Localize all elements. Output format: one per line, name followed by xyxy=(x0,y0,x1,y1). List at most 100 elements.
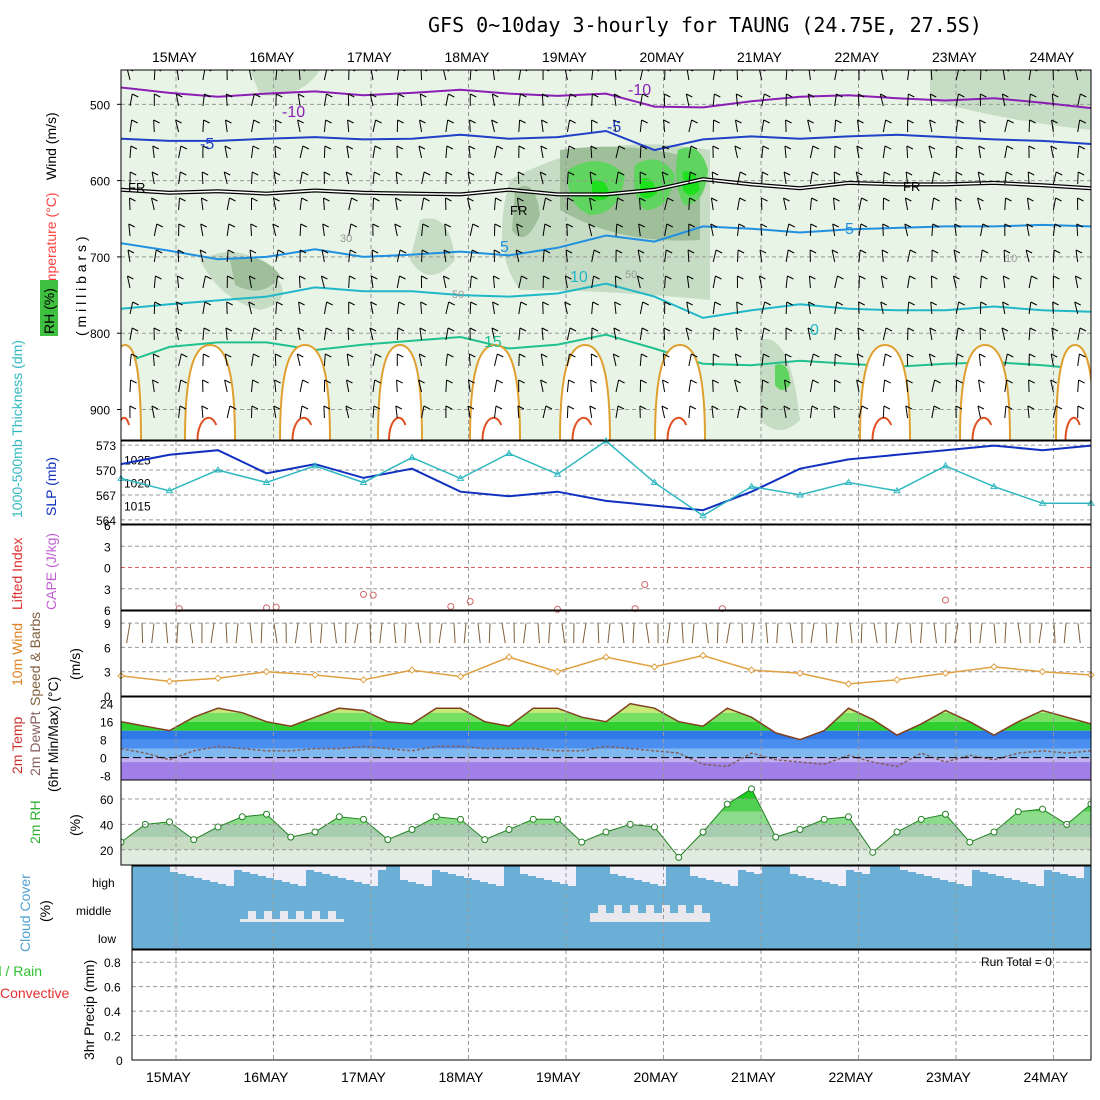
wind-barb xyxy=(1001,93,1009,107)
cloud-high-gap xyxy=(314,866,322,872)
cloud-high-gap xyxy=(322,866,330,874)
upper-air-ylabels: Wind (m/s) Temperature (°C) RH (%) ( m i… xyxy=(40,112,89,336)
wind-barb xyxy=(1004,197,1012,211)
cloud-high-gap xyxy=(186,866,194,876)
rh-legend-box xyxy=(40,280,58,336)
wind-barb xyxy=(907,93,915,107)
wind-barb xyxy=(421,171,431,185)
wind-barb xyxy=(491,93,499,107)
wind-barb xyxy=(759,249,767,263)
wind-barb xyxy=(639,145,648,159)
wind-barb-10m xyxy=(1017,623,1022,644)
wind-barb-10m xyxy=(488,623,491,644)
wind-barb xyxy=(978,379,985,393)
dewpt-line xyxy=(121,745,1091,768)
wind-barb-10m xyxy=(691,623,695,644)
wind-barb xyxy=(418,379,425,393)
wind-speed-point xyxy=(311,671,319,679)
wind-barb xyxy=(275,327,283,341)
wind-barb xyxy=(784,145,792,159)
date-label-bottom: 23MAY xyxy=(926,1069,972,1085)
wind-barb xyxy=(396,327,405,341)
wind-barb-10m xyxy=(607,623,611,644)
wind-barb xyxy=(540,379,547,393)
wind-barb xyxy=(589,171,597,185)
wind-barb xyxy=(761,405,769,419)
wind-barb-10m xyxy=(765,623,769,644)
label-m10-b: -10 xyxy=(282,104,305,121)
cloud-high-gap xyxy=(790,866,798,874)
wind-barb-10m xyxy=(825,623,828,644)
wind-barb xyxy=(299,223,308,237)
cloud-mid-gap xyxy=(304,919,312,922)
li-point xyxy=(369,591,377,599)
wind-barb-10m xyxy=(1053,623,1056,644)
wind-barb xyxy=(226,223,236,237)
date-label-bottom: 20MAY xyxy=(634,1069,680,1085)
wind-barb xyxy=(200,223,207,237)
isotherm-25-loop xyxy=(481,416,503,440)
wind-barb xyxy=(566,119,576,133)
wind-barb xyxy=(783,171,791,185)
rh-band xyxy=(121,849,1091,865)
wind-barb xyxy=(178,145,188,159)
wind-barb xyxy=(320,275,328,289)
wind-barb xyxy=(907,275,916,289)
li-tick: 3 xyxy=(104,583,111,597)
cloud-high-label: high xyxy=(92,876,115,890)
wind-barb xyxy=(905,405,913,419)
wind-barb xyxy=(346,353,354,367)
wind-barb-10m xyxy=(477,623,481,644)
pressure-tick: 900 xyxy=(90,403,110,417)
wind-barb xyxy=(978,145,986,159)
wind-barb xyxy=(178,379,187,393)
cloud-high-gap xyxy=(626,866,634,878)
thickness-point xyxy=(844,478,853,485)
thickness-point xyxy=(747,482,756,490)
wind-barb xyxy=(858,197,868,211)
wind-barb xyxy=(737,197,746,211)
wind-barb xyxy=(688,171,697,185)
wind-barb xyxy=(857,93,865,107)
wind-barb xyxy=(396,145,404,159)
label-rh-30: 30 xyxy=(340,233,352,245)
rh-point xyxy=(529,815,537,823)
cloud-high-gap xyxy=(290,866,298,884)
wind-barb xyxy=(784,353,792,367)
rh-point xyxy=(360,815,367,823)
cloud-high-gap xyxy=(798,866,806,876)
wind-barb xyxy=(225,327,233,341)
li-point xyxy=(447,602,455,610)
cloud-mid-gap xyxy=(590,913,598,922)
label-10: 10 xyxy=(570,269,588,286)
wind-barb xyxy=(542,301,549,315)
wind-barb xyxy=(348,249,357,263)
wind-barb xyxy=(251,327,261,341)
wind-barb xyxy=(882,145,892,159)
rh-label: RH (%) xyxy=(41,288,57,334)
label-5-a: 5 xyxy=(500,239,509,256)
wind-barb xyxy=(855,171,863,185)
wind-barb xyxy=(494,197,502,211)
wind-barb xyxy=(834,379,841,393)
wind-barb xyxy=(251,353,260,367)
cloud-high-gap xyxy=(218,866,226,884)
wind-barb xyxy=(299,171,309,185)
wind-barb xyxy=(1004,353,1014,367)
temp-tick: 8 xyxy=(100,734,107,748)
minmax-label: (6hr Min/Max) (°C) xyxy=(45,677,61,792)
wind-barb xyxy=(396,379,403,393)
wind-tick: 3 xyxy=(104,666,111,680)
wind-barb xyxy=(201,171,209,185)
isotherm-25-loop xyxy=(388,416,407,440)
cloud-high-gap xyxy=(618,866,626,876)
wind-barb xyxy=(955,93,965,107)
wind-barb-10m xyxy=(835,623,839,644)
rh-point xyxy=(166,818,173,826)
wind-barb xyxy=(372,171,381,185)
wind-barb xyxy=(591,301,599,315)
wind-barb xyxy=(129,379,137,393)
wind-barb-10m xyxy=(954,623,959,644)
cloud-high-gap xyxy=(822,866,830,882)
